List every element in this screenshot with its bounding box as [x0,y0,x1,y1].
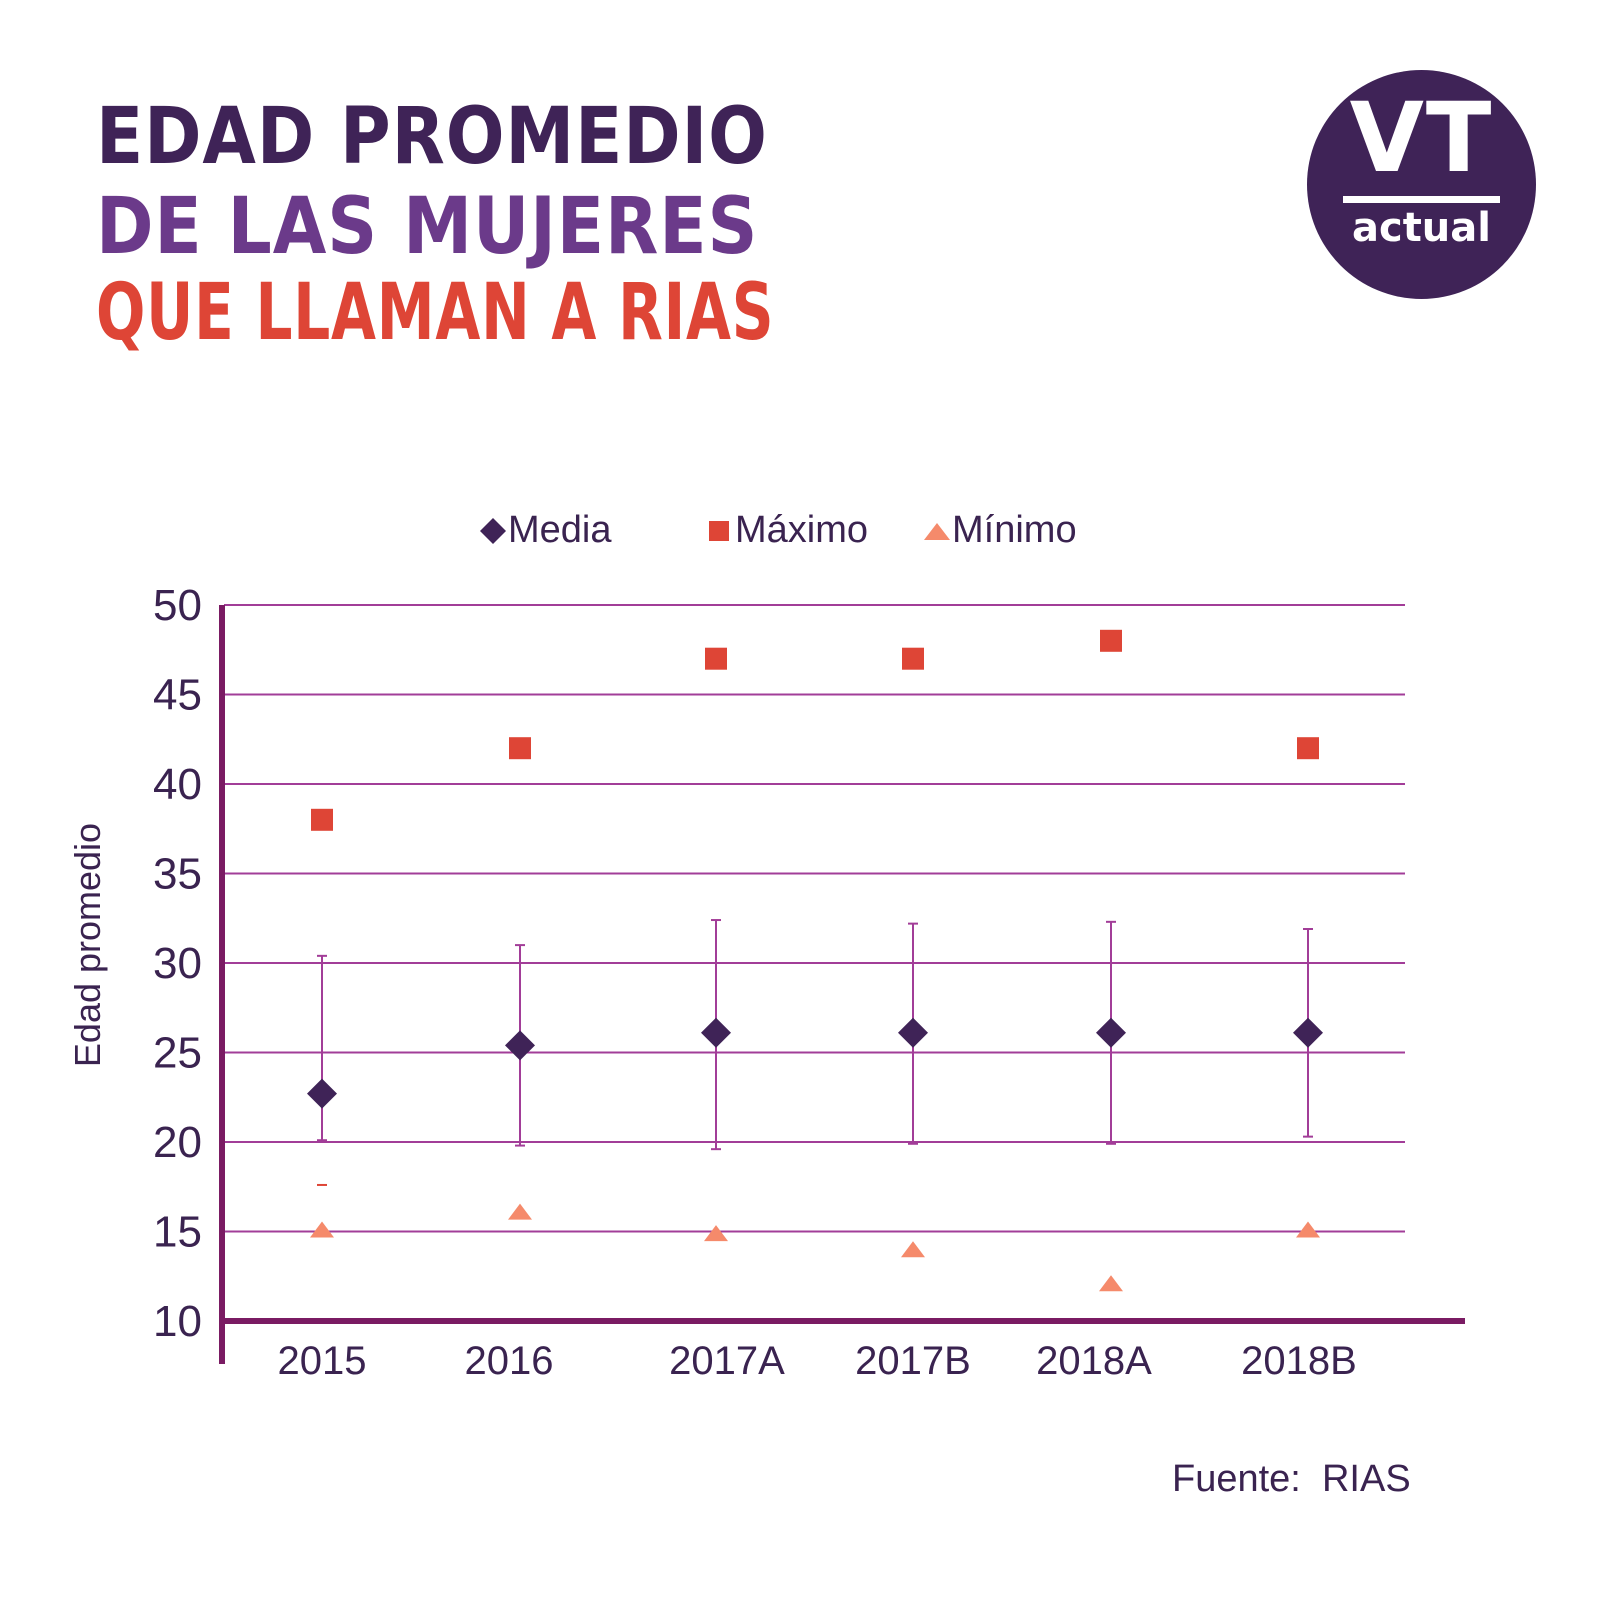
legend-square-icon [709,521,729,541]
media-point [1096,1017,1126,1048]
legend-media: Media [478,510,612,550]
legend-diamond-icon [480,518,506,544]
y-tick-label: 45 [153,671,202,720]
minimo-point [901,1241,925,1258]
logo-actual-text: actual [1351,205,1491,251]
media-point [898,1017,928,1048]
maximo-point [509,737,531,760]
y-tick-label: 25 [153,1029,202,1078]
logo-vt-text: VT [1349,82,1494,194]
title-line-2: DE LAS MUJERES [96,182,759,272]
legend-maximo-label: Máximo [735,509,869,551]
x-tick-label: 2018B [1241,1339,1357,1383]
media-point [307,1078,337,1109]
y-tick-label: 20 [153,1118,202,1167]
y-tick-label: 15 [153,1208,202,1257]
media-point [505,1030,535,1061]
minimo-point [508,1203,532,1220]
legend-minimo: Mínimo [922,510,1077,550]
y-axis-title: Edad promedio [67,823,108,1067]
maximo-point [1297,737,1319,760]
minimo-point [704,1225,728,1242]
x-tick-label: 2017A [669,1339,785,1383]
legend-maximo: Máximo [705,510,868,550]
y-tick-label: 30 [153,939,202,988]
media-point [1293,1017,1323,1048]
minimo-point [1099,1275,1123,1292]
maximo-point [1100,629,1122,652]
y-tick-label: 10 [153,1297,202,1346]
legend-triangle-icon [924,523,950,540]
x-tick-label: 2015 [278,1339,367,1383]
minimo-point [310,1221,334,1238]
x-tick-label: 2016 [465,1339,554,1383]
vt-actual-logo: VT actual [1307,70,1536,299]
y-tick-label: 50 [153,581,202,630]
y-tick-label: 35 [153,850,202,899]
x-tick-label: 2018A [1036,1339,1152,1383]
legend-minimo-label: Mínimo [952,509,1077,551]
title-line-1: EDAD PROMEDIO [96,92,768,182]
legend-media-label: Media [508,509,612,551]
x-tick-label: 2017B [855,1339,971,1383]
maximo-point [902,647,924,670]
minimo-point [1296,1221,1320,1238]
logo-divider [1343,196,1500,203]
maximo-point [311,808,333,831]
maximo-point [705,647,727,670]
title-line-3: QUE LLAMAN A RIAS [96,268,775,358]
y-tick-label: 40 [153,760,202,809]
media-point [701,1017,731,1048]
source-note: Fuente: RIAS [1172,1458,1411,1500]
